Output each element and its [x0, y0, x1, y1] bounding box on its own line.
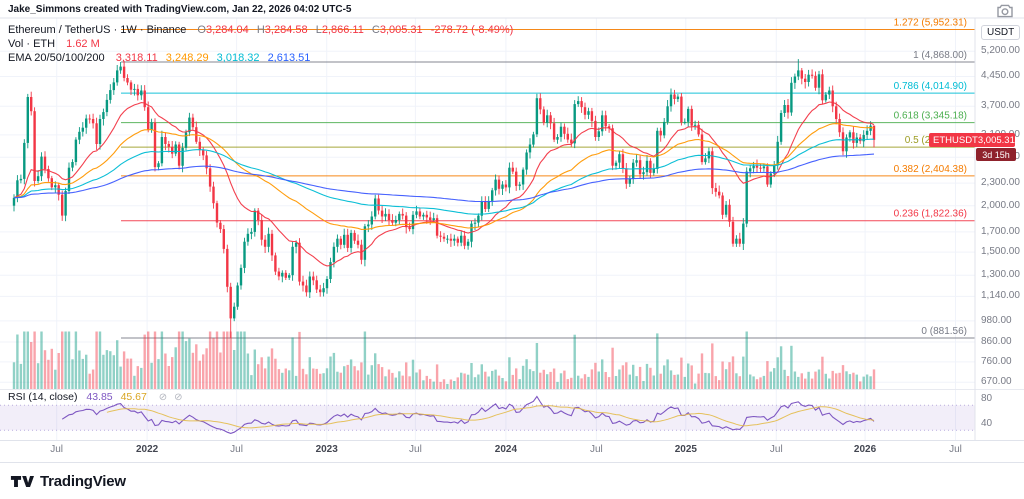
price-tick-label: 1,300.00 — [981, 269, 1020, 281]
rsi-ma-value: 45.67 — [120, 391, 147, 403]
ema50-value: 3,248.29 — [165, 52, 209, 64]
ema200-value: 2,613.51 — [267, 52, 311, 64]
fib-label: 0.236 (1,822.36) — [894, 209, 967, 220]
fib-label: 0.382 (2,404.38) — [894, 164, 967, 175]
attribution-text: Jake_Simmons created with TradingView.co… — [8, 4, 352, 15]
tradingview-logo[interactable] — [10, 473, 34, 490]
ema100-value: 3,018.32 — [216, 52, 260, 64]
date-tick-label: Jul — [50, 444, 64, 455]
fib-label: 0.618 (3,345.18) — [894, 111, 967, 122]
price-tick-label: 2,300.00 — [981, 177, 1020, 189]
price-tick-label: 2,000.00 — [981, 199, 1020, 211]
price-tick-label: 5,200.00 — [981, 45, 1020, 57]
footer-bar: TradingView — [0, 462, 1024, 499]
fib-label: 0.786 (4,014.90) — [894, 81, 967, 92]
price-axis[interactable]: 5,200.004,450.003,700.003,100.002,700.00… — [975, 0, 1024, 462]
axis-currency-label: USDT — [981, 25, 1021, 40]
price-tick-label: 4,450.00 — [981, 70, 1020, 82]
symbol-legend[interactable]: Ethereum / TetherUS · 1W · Binance O3,28… — [8, 24, 513, 36]
price-tick-label: 1,700.00 — [981, 225, 1020, 237]
volume-legend[interactable]: Vol · ETH 1.62 M — [8, 38, 100, 50]
change-value: -278.72 (-8.49%) — [430, 24, 514, 36]
price-tick-label: 3,700.00 — [981, 100, 1020, 112]
fib-label: 1 (4,868.00) — [913, 50, 967, 61]
rsi-label: RSI (14, close) — [8, 391, 78, 403]
date-tick-label: 2024 — [494, 444, 518, 455]
bar-countdown-badge: 3d 15h — [976, 148, 1016, 161]
rsi-layer — [0, 395, 975, 434]
price-tick-label: 980.00 — [981, 314, 1012, 326]
camera-icon[interactable] — [996, 4, 1016, 20]
date-tick-label: 2022 — [136, 444, 159, 455]
badge-price: 3,005.31 — [977, 134, 1015, 146]
ema-layer — [13, 101, 875, 267]
fib-lines-layer — [121, 29, 975, 339]
fib-label: 1.272 (5,952.31) — [894, 18, 967, 29]
badge-symbol: ETHUSDT — [933, 134, 978, 146]
rsi-tick-label: 40 — [981, 418, 993, 429]
volume-layer — [12, 331, 876, 390]
separators-layer — [0, 17, 1024, 441]
ema20-value: 3,318.11 — [115, 52, 158, 64]
brand-name[interactable]: TradingView — [40, 472, 126, 490]
rsi-legend[interactable]: RSI (14, close) 43.85 45.67 ⊘ ⊘ — [8, 391, 182, 403]
fib-label: 0 (881.56) — [921, 326, 967, 337]
price-tick-label: 760.00 — [981, 355, 1012, 367]
last-price-badge: ETHUSDT 3,005.31 — [929, 133, 1015, 147]
date-tick-label: Jul — [230, 444, 243, 455]
high-label: H — [256, 24, 265, 36]
countdown-value: 3d 15h — [982, 149, 1010, 160]
price-tick-label: 860.00 — [981, 335, 1012, 347]
date-tick-label: Jul — [589, 444, 603, 455]
ema-50-line — [13, 123, 875, 230]
volume-value: 1.62 M — [66, 38, 100, 50]
open-label: O — [197, 24, 206, 36]
ema-200-line — [13, 153, 875, 203]
date-axis[interactable]: Jul 2022 Jul 2023 Jul 2024 Jul 2025 Jul 2026 Jul — [0, 441, 975, 461]
date-tick-label: 2026 — [853, 444, 877, 455]
low-value: 2,866.11 — [321, 24, 364, 36]
candles-layer — [12, 59, 876, 338]
volume-label: Vol · ETH — [8, 38, 56, 50]
ema-100-line — [13, 138, 874, 215]
high-value: 3,284.58 — [264, 24, 308, 36]
date-tick-label: Jul — [769, 444, 783, 455]
open-value: 3,284.04 — [205, 24, 249, 36]
date-tick-label: Jul — [949, 444, 962, 455]
rsi-ma-line — [106, 405, 875, 429]
close-value: 3,005.31 — [379, 24, 423, 36]
rsi-line — [61, 395, 875, 434]
price-tick-label: 670.00 — [981, 376, 1012, 388]
date-tick-label: 2023 — [315, 444, 338, 455]
ema-label: EMA 20/50/100/200 — [8, 52, 105, 64]
price-tick-label: 1,500.00 — [981, 246, 1020, 258]
symbol-title: Ethereum / TetherUS · 1W · Binance — [8, 24, 187, 36]
grid-layer — [0, 18, 975, 440]
price-tick-label: 1,140.00 — [981, 290, 1020, 302]
close-label: C — [371, 24, 380, 36]
rsi-tick-label: 80 — [981, 393, 993, 404]
date-tick-label: Jul — [409, 444, 422, 455]
low-label: L — [315, 24, 322, 36]
circle-slash-icon: ⊘ — [174, 392, 183, 403]
ema-legend[interactable]: EMA 20/50/100/200 3,318.11 3,248.29 3,01… — [8, 52, 315, 64]
ema-20-line — [13, 101, 875, 267]
date-tick-label: 2025 — [674, 444, 697, 455]
rsi-value: 43.85 — [86, 391, 113, 403]
circle-slash-icon: ⊘ — [158, 392, 168, 403]
